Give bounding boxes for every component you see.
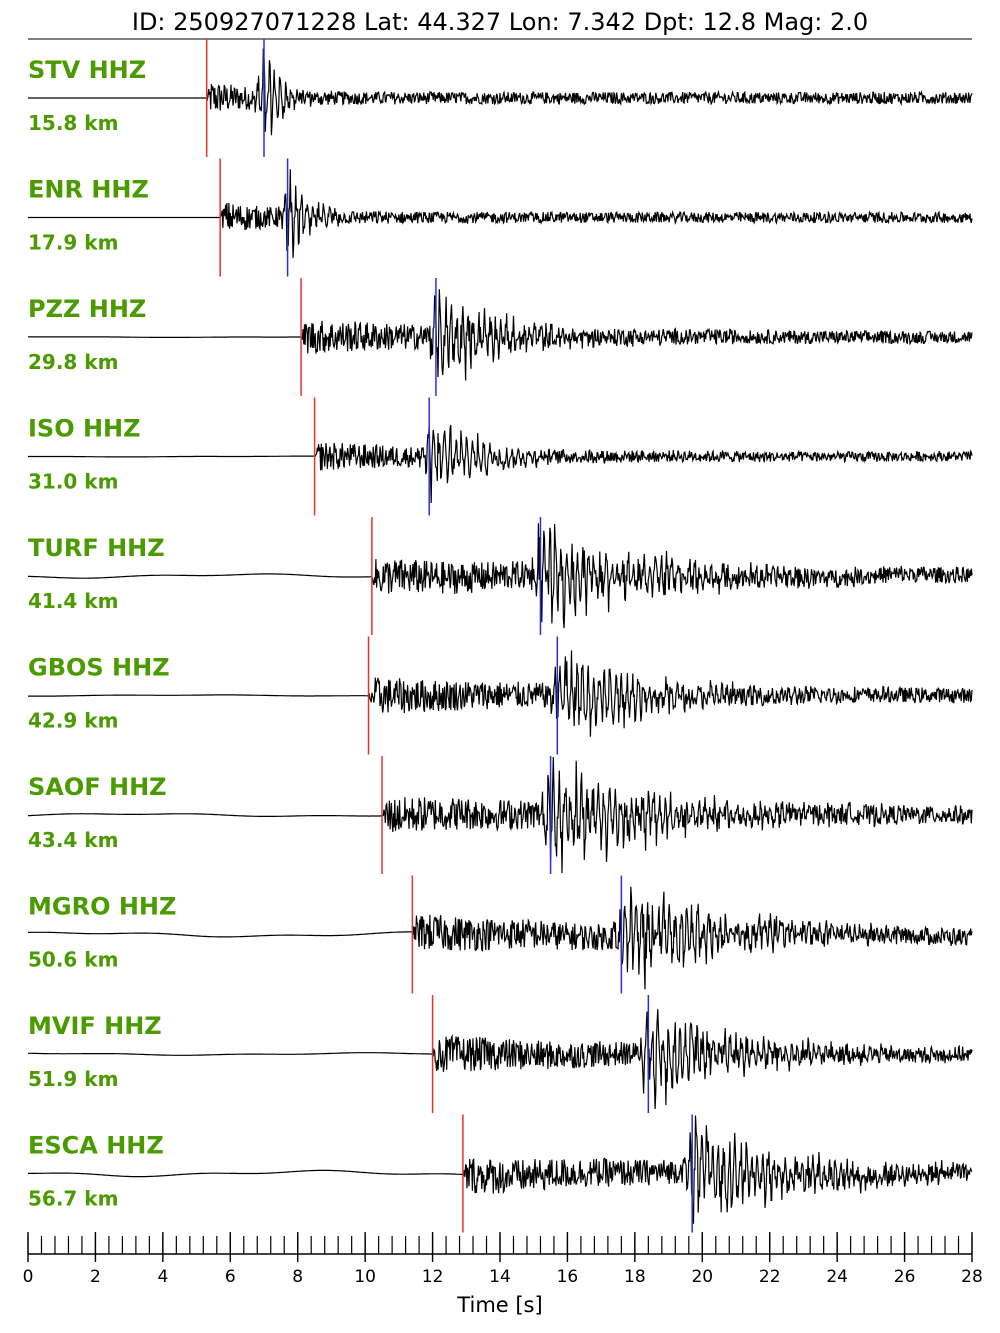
tick-label: 22 <box>759 1267 781 1287</box>
waveform-line <box>28 523 973 629</box>
tick-label: 8 <box>292 1267 303 1287</box>
tick-label: 6 <box>225 1267 236 1287</box>
tick-label: 24 <box>826 1267 848 1287</box>
station-label: ENR HHZ <box>28 176 149 204</box>
trace-panel: ENR HHZ 17.9 km <box>28 158 973 277</box>
waveform-line <box>28 1115 973 1224</box>
distance-label: 41.4 km <box>28 589 118 613</box>
station-label: TURF HHZ <box>28 534 165 562</box>
tick-label: 2 <box>90 1267 101 1287</box>
tick-label: 28 <box>961 1267 983 1287</box>
plot-title: ID: 250927071228 Lat: 44.327 Lon: 7.342 … <box>132 8 868 36</box>
station-label: SAOF HHZ <box>28 773 167 801</box>
station-label: ESCA HHZ <box>28 1132 164 1160</box>
tick-label: 4 <box>157 1267 168 1287</box>
tick-label: 18 <box>624 1267 646 1287</box>
distance-label: 31.0 km <box>28 470 118 494</box>
tick-label: 0 <box>23 1267 34 1287</box>
tick-label: 26 <box>894 1267 916 1287</box>
station-label: MGRO HHZ <box>28 893 176 921</box>
x-axis-label: Time [s] <box>456 1293 542 1317</box>
distance-label: 15.8 km <box>28 111 118 135</box>
distance-label: 42.9 km <box>28 709 118 733</box>
distance-label: 17.9 km <box>28 231 118 255</box>
traces-group: STV HHZ 15.8 km ENR HHZ 17.9 km PZZ HHZ 29.8 … <box>27 39 973 1233</box>
trace-panel: ESCA HHZ 56.7 km <box>28 1114 973 1233</box>
trace-panel: STV HHZ 15.8 km <box>28 39 973 157</box>
distance-label: 29.8 km <box>28 350 118 374</box>
trace-panel: MVIF HHZ 51.9 km <box>27 995 973 1113</box>
trace-panel: GBOS HHZ 42.9 km <box>28 636 973 755</box>
tick-label: 12 <box>422 1267 444 1287</box>
waveform-line <box>28 169 973 258</box>
waveform-line <box>27 1009 973 1110</box>
station-label: MVIF HHZ <box>28 1012 162 1040</box>
tick-label: 10 <box>354 1267 376 1287</box>
trace-panel: MGRO HHZ 50.6 km <box>28 875 973 994</box>
station-label: STV HHZ <box>28 56 146 84</box>
trace-panel: SAOF HHZ 43.4 km <box>27 756 973 874</box>
trace-panel: ISO HHZ 31.0 km <box>28 397 973 516</box>
station-label: GBOS HHZ <box>28 654 170 682</box>
trace-panel: TURF HHZ 41.4 km <box>28 517 973 635</box>
distance-label: 56.7 km <box>28 1187 118 1211</box>
waveform-line <box>28 886 973 990</box>
waveform-line <box>28 424 973 504</box>
tick-label: 14 <box>489 1267 511 1287</box>
distance-label: 43.4 km <box>28 828 118 852</box>
waveform-line <box>28 650 973 737</box>
waveform-line <box>27 756 973 874</box>
distance-label: 51.9 km <box>28 1067 118 1091</box>
time-axis: 0 2 4 6 8 10 12 14 16 18 20 22 24 26 28 <box>23 1232 983 1287</box>
station-label: PZZ HHZ <box>28 295 146 323</box>
tick-label: 20 <box>691 1267 713 1287</box>
waveform-line <box>28 289 973 381</box>
station-label: ISO HHZ <box>28 415 141 443</box>
distance-label: 50.6 km <box>28 948 118 972</box>
trace-panel: PZZ HHZ 29.8 km <box>28 278 973 396</box>
waveform-line <box>28 48 973 136</box>
tick-label: 16 <box>557 1267 579 1287</box>
